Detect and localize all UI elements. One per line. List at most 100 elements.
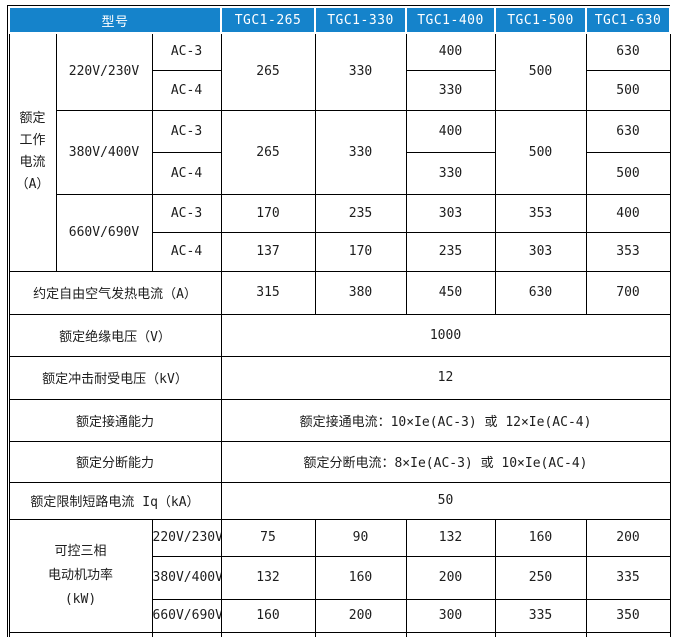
value-cell: 700	[585, 270, 671, 315]
table-row: 380V/400V 132 160 200 250 335	[9, 555, 671, 600]
voltage-cell: 660V/690V	[55, 193, 153, 272]
header-row: 型号 TGC1-265 TGC1-330 TGC1-400 TGC1-500 T…	[8, 6, 671, 34]
table-row: 额定限制短路电流 Iq（kA） 50	[8, 481, 671, 520]
value-cell: 265	[220, 109, 316, 195]
value-cell: 235	[405, 231, 496, 272]
value-cell: 160	[220, 598, 316, 633]
value-cell: 350	[585, 598, 671, 633]
class-cell: AC-3	[151, 32, 222, 71]
value-cell: 330	[405, 69, 496, 111]
value-cell: 132	[220, 555, 316, 600]
empty-cell	[405, 631, 496, 637]
value-cell: 160	[494, 518, 587, 557]
voltage-cell: 220V/230V	[55, 32, 153, 111]
value-cell: 300	[405, 598, 496, 633]
value-cell: 400	[405, 32, 496, 71]
class-cell: AC-4	[151, 231, 222, 272]
empty-cell	[494, 631, 587, 637]
table-row: 660V/690V 160 200 300 335 350	[9, 598, 671, 633]
voltage-cell: 380V/400V	[55, 109, 153, 195]
model-column-tgc1-265: TGC1-265	[220, 6, 316, 34]
value-cell: 500	[494, 109, 587, 195]
model-column-tgc1-630: TGC1-630	[585, 6, 671, 34]
row-label: 额定限制短路电流 Iq（kA）	[8, 481, 222, 520]
value-cell: 160	[314, 555, 407, 600]
model-column-tgc1-500: TGC1-500	[494, 6, 587, 34]
value-cell: 303	[405, 193, 496, 233]
voltage-cell: 220V/230V	[151, 518, 222, 557]
table-row: 可控三相 电动机功率 (kW) 220V/230V 75 90 132 160 …	[8, 518, 671, 633]
table-row: 额定接通能力 额定接通电流：10×Ie(AC-3) 或 12×Ie(AC-4)	[8, 398, 671, 442]
row-label: 额定分断能力	[8, 440, 222, 483]
table-row: 380V/400V AC-3 265 330 400 500 630	[9, 109, 671, 195]
value-cell: 450	[405, 270, 496, 315]
value-cell: 265	[220, 32, 316, 111]
table-row: 额定冲击耐受电压（kV） 12	[8, 355, 671, 400]
rated-current-label: 额定 工作 电流 （A）	[8, 32, 57, 272]
value-cell: 400	[405, 109, 496, 153]
table-row: 额定 工作 电流 （A） 220V/230V AC-3 265 330 400 …	[8, 32, 671, 272]
value-cell: 500	[585, 69, 671, 111]
row-label: 额定接通能力	[8, 398, 222, 442]
spec-table: 型号 TGC1-265 TGC1-330 TGC1-400 TGC1-500 T…	[8, 6, 671, 637]
value-cell: 303	[494, 231, 587, 272]
value-cell: 380	[314, 270, 407, 315]
class-cell: AC-3	[151, 193, 222, 233]
voltage-cell: 380V/400V	[151, 555, 222, 600]
value-cell: 170	[220, 193, 316, 233]
value-cell: 630	[585, 32, 671, 71]
value-cell: 200	[314, 598, 407, 633]
empty-cell	[8, 631, 153, 637]
value-cell: 330	[314, 109, 407, 195]
model-header-cell: 型号	[8, 6, 222, 34]
row-label: 额定冲击耐受电压（kV）	[8, 355, 222, 400]
class-cell: AC-4	[151, 151, 222, 195]
value-cell: 630	[585, 109, 671, 153]
value-cell: 335	[585, 555, 671, 600]
value-cell: 250	[494, 555, 587, 600]
merged-value-cell: 额定分断电流：8×Ie(AC-3) 或 10×Ie(AC-4)	[220, 440, 671, 483]
voltage-cell: 660V/690V	[151, 598, 222, 633]
empty-cell	[220, 631, 316, 637]
row-label: 约定自由空气发热电流（A）	[8, 270, 222, 315]
table-row: AC-4 330 500	[9, 151, 671, 195]
value-cell: 353	[494, 193, 587, 233]
class-cell: AC-4	[151, 69, 222, 111]
value-cell: 330	[405, 151, 496, 195]
value-cell: 132	[405, 518, 496, 557]
value-cell: 500	[494, 32, 587, 111]
value-cell: 137	[220, 231, 316, 272]
value-cell: 500	[585, 151, 671, 195]
value-cell: 200	[405, 555, 496, 600]
merged-value-cell: 12	[220, 355, 671, 400]
value-cell: 335	[494, 598, 587, 633]
class-cell: AC-3	[151, 109, 222, 153]
motor-power-label: 可控三相 电动机功率 (kW)	[8, 518, 153, 633]
value-cell: 630	[494, 270, 587, 315]
table-row: 额定分断能力 额定分断电流：8×Ie(AC-3) 或 10×Ie(AC-4)	[8, 440, 671, 483]
value-cell: 353	[585, 231, 671, 272]
merged-value-cell: 1000	[220, 313, 671, 357]
model-column-tgc1-330: TGC1-330	[314, 6, 407, 34]
value-cell: 170	[314, 231, 407, 272]
table-row: 约定自由空气发热电流（A） 315 380 450 630 700	[8, 270, 671, 315]
table-row-cutoff	[8, 631, 671, 637]
spec-table-frame: 型号 TGC1-265 TGC1-330 TGC1-400 TGC1-500 T…	[7, 5, 671, 637]
value-cell: 315	[220, 270, 316, 315]
merged-value-cell: 额定接通电流：10×Ie(AC-3) 或 12×Ie(AC-4)	[220, 398, 671, 442]
row-label: 额定绝缘电压（V）	[8, 313, 222, 357]
value-cell: 90	[314, 518, 407, 557]
merged-value-cell: 50	[220, 481, 671, 520]
empty-cell	[314, 631, 407, 637]
table-row: 660V/690V AC-3 170 235 303 353 400	[9, 193, 671, 272]
empty-cell	[585, 631, 671, 637]
table-row: AC-4 137 170 235 303 353	[9, 231, 671, 272]
value-cell: 75	[220, 518, 316, 557]
table-row: AC-4 330 500	[9, 69, 671, 111]
value-cell: 330	[314, 32, 407, 111]
value-cell: 400	[585, 193, 671, 233]
value-cell: 200	[585, 518, 671, 557]
value-cell: 235	[314, 193, 407, 233]
model-column-tgc1-400: TGC1-400	[405, 6, 496, 34]
